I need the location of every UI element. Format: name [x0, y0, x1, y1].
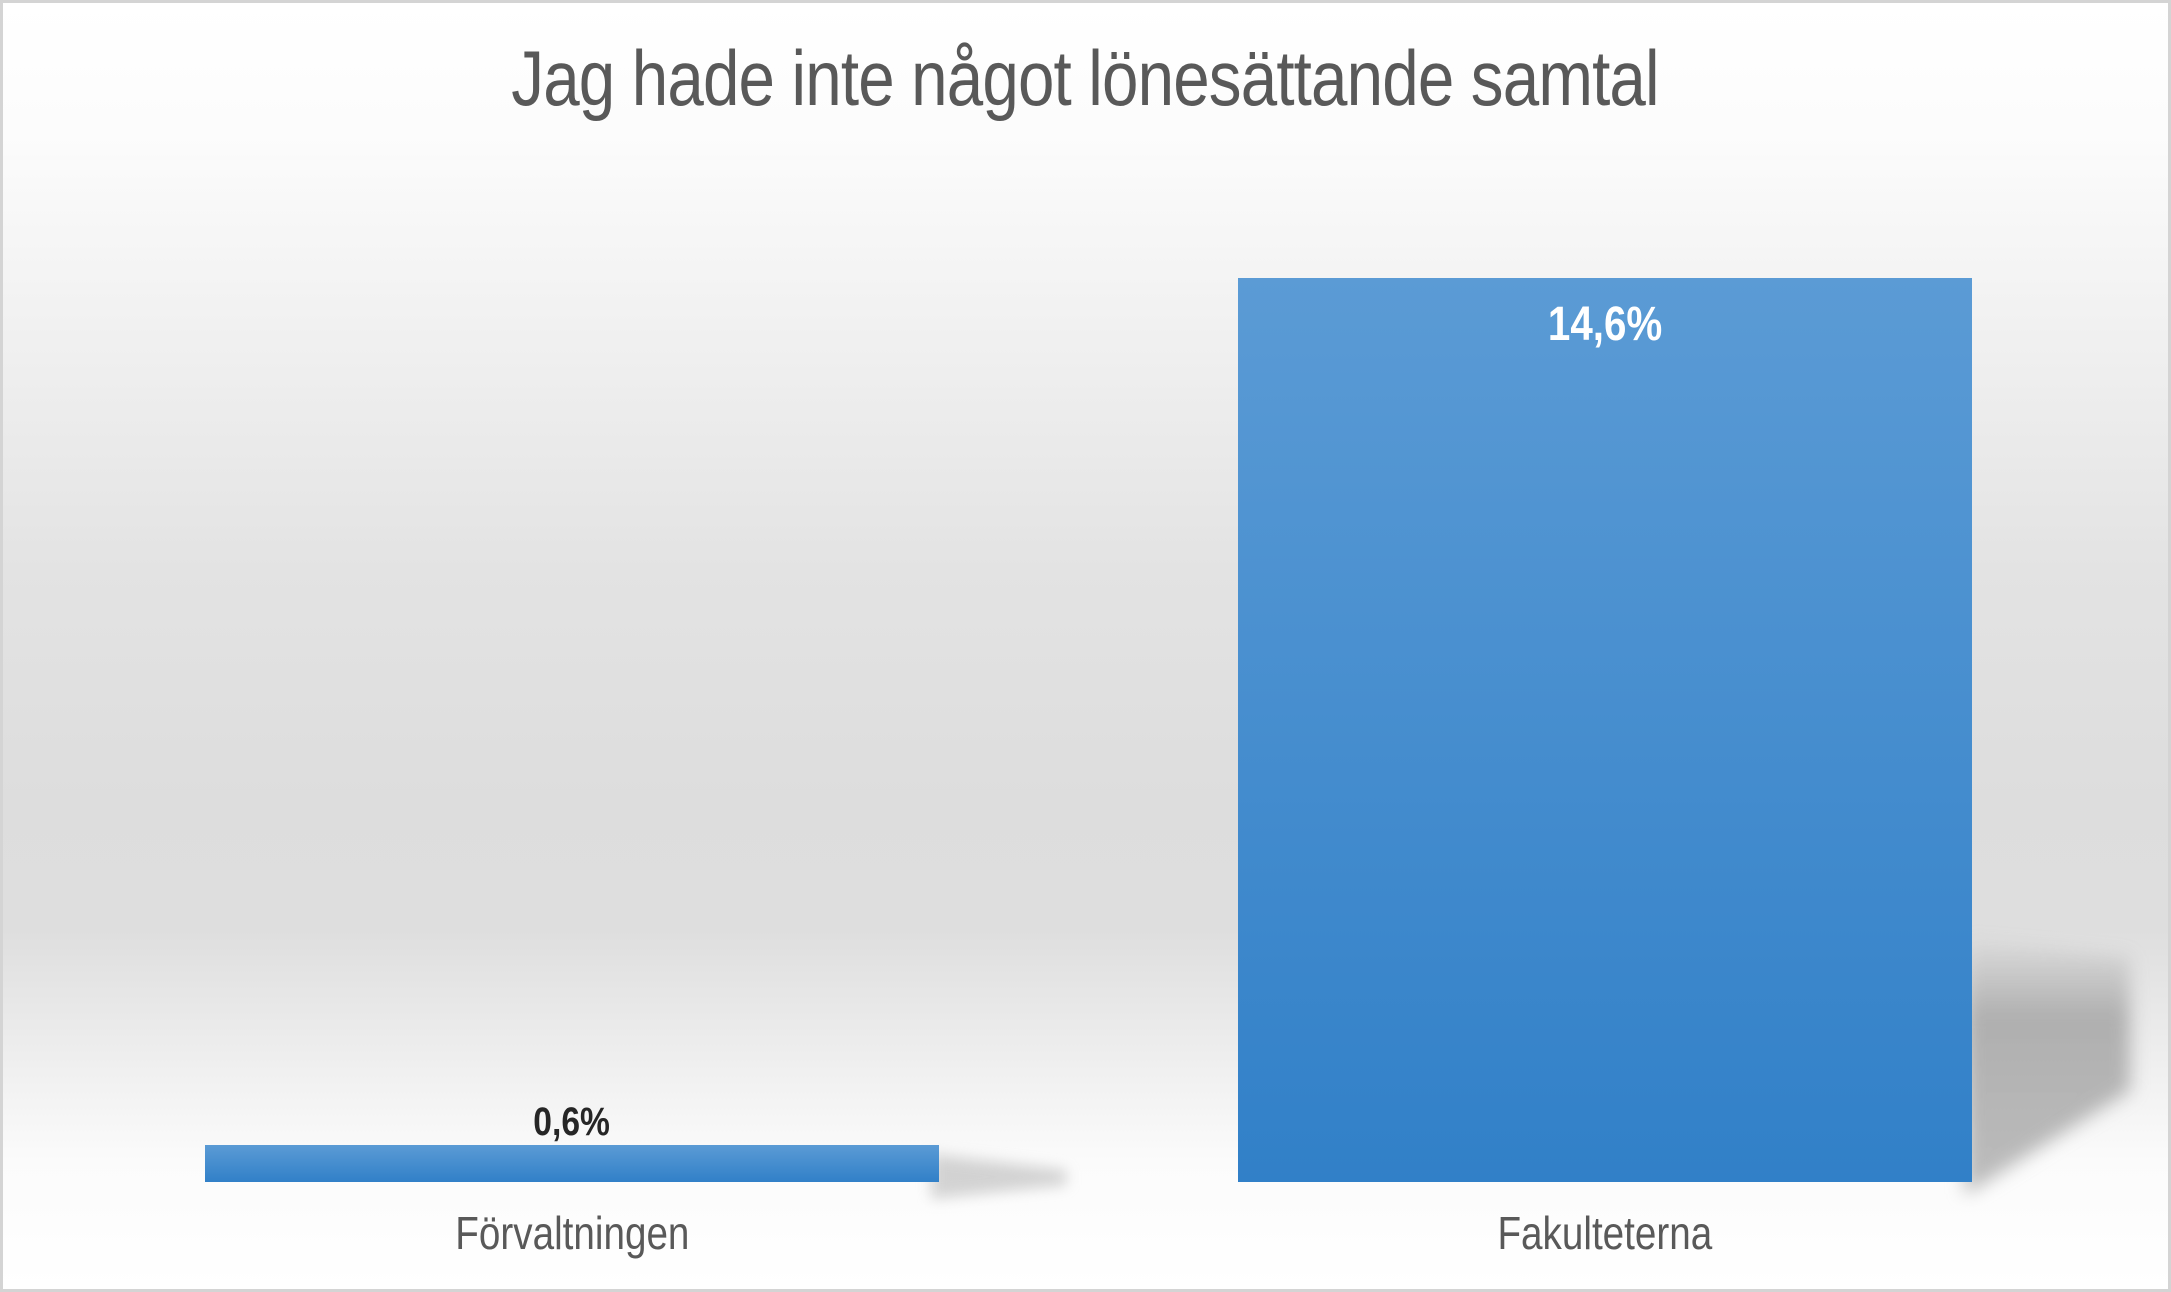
value-label-fakulteterna: 14,6% [1238, 298, 1972, 351]
bar-fakulteterna: 14,6% [1238, 278, 1972, 1182]
category-label-fakulteterna: Fakulteterna [1238, 1208, 1972, 1259]
chart-title: Jag hade inte något lönesättande samtal [3, 33, 2168, 124]
value-label-text: 14,6% [1547, 298, 1663, 351]
chart-title-text: Jag hade inte något lönesättande samtal [511, 34, 1660, 122]
bar-forvaltningen [205, 1145, 939, 1182]
value-label-forvaltningen: 0,6% [205, 1101, 939, 1143]
bar-shadow-fakulteterna [1965, 933, 2130, 1195]
value-label-text: 0,6% [533, 1100, 611, 1144]
category-label-text: Förvaltningen [454, 1207, 690, 1259]
category-label-forvaltningen: Förvaltningen [205, 1208, 939, 1259]
category-label-text: Fakulteterna [1497, 1207, 1713, 1259]
bar-shadow-shape [931, 1154, 1066, 1199]
bar-shadow-forvaltningen [931, 1149, 1066, 1199]
bar-shadow-shape [1965, 938, 2130, 1195]
